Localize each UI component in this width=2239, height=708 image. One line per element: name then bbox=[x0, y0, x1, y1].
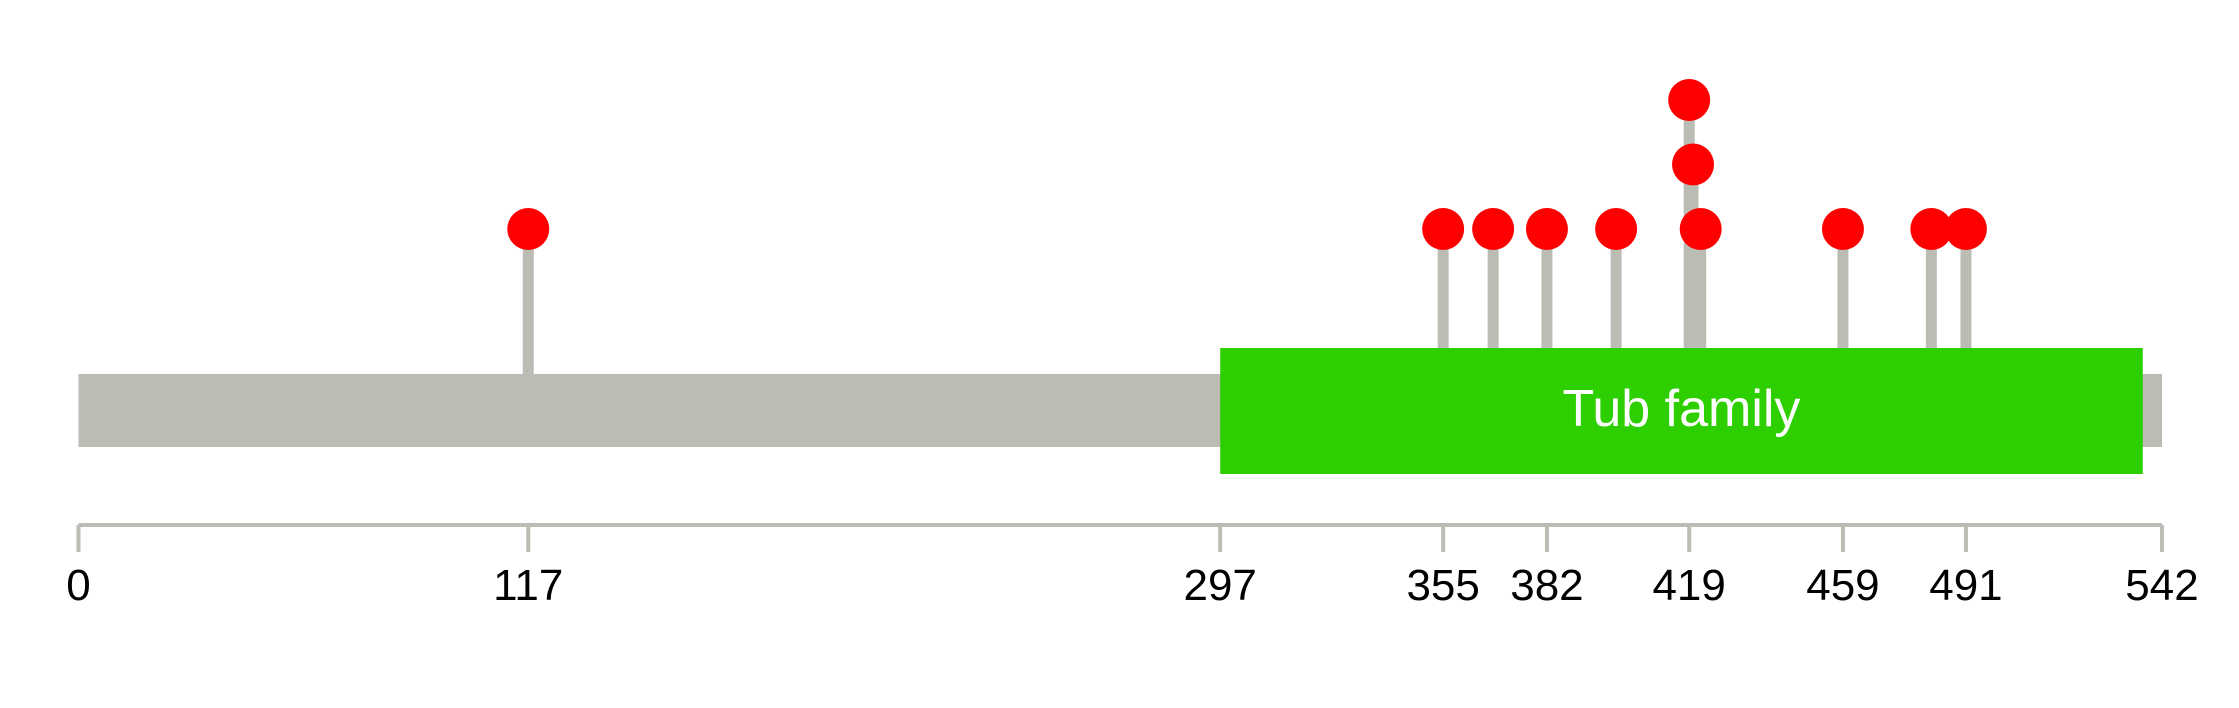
position-axis: 0 117 297 355 382 419 459 491 542 bbox=[66, 523, 2199, 610]
mutation-heads bbox=[507, 79, 1987, 250]
mutation-point[interactable] bbox=[1679, 208, 1722, 250]
axis-tick-label: 542 bbox=[2125, 561, 2198, 610]
axis-tick-label: 419 bbox=[1652, 561, 1725, 610]
domain-label: Tub family bbox=[1563, 380, 1801, 438]
mutation-point[interactable] bbox=[1944, 208, 1987, 250]
mutation-point[interactable] bbox=[1422, 208, 1465, 250]
mutation-point[interactable] bbox=[1472, 208, 1515, 250]
axis-tick-label: 382 bbox=[1510, 561, 1583, 610]
mutation-point[interactable] bbox=[1910, 208, 1953, 250]
mutation-point[interactable] bbox=[1595, 208, 1638, 250]
axis-tick-label: 0 bbox=[66, 561, 90, 610]
mutation-point[interactable] bbox=[1525, 208, 1568, 250]
axis-tick-label: 355 bbox=[1406, 561, 1479, 610]
mutation-stems bbox=[522, 100, 1972, 374]
mutation-point[interactable] bbox=[1821, 208, 1864, 250]
mutation-point[interactable] bbox=[1668, 79, 1711, 121]
axis-tick-label: 491 bbox=[1929, 561, 2002, 610]
mutation-point[interactable] bbox=[507, 208, 550, 250]
mutation-point[interactable] bbox=[1672, 143, 1715, 186]
axis-tick-label: 459 bbox=[1806, 561, 1879, 610]
axis-tick-label: 297 bbox=[1183, 561, 1256, 610]
axis-tick-label: 117 bbox=[493, 561, 563, 610]
domains: Tub family bbox=[1220, 348, 2143, 474]
domain-box bbox=[1220, 348, 2143, 474]
